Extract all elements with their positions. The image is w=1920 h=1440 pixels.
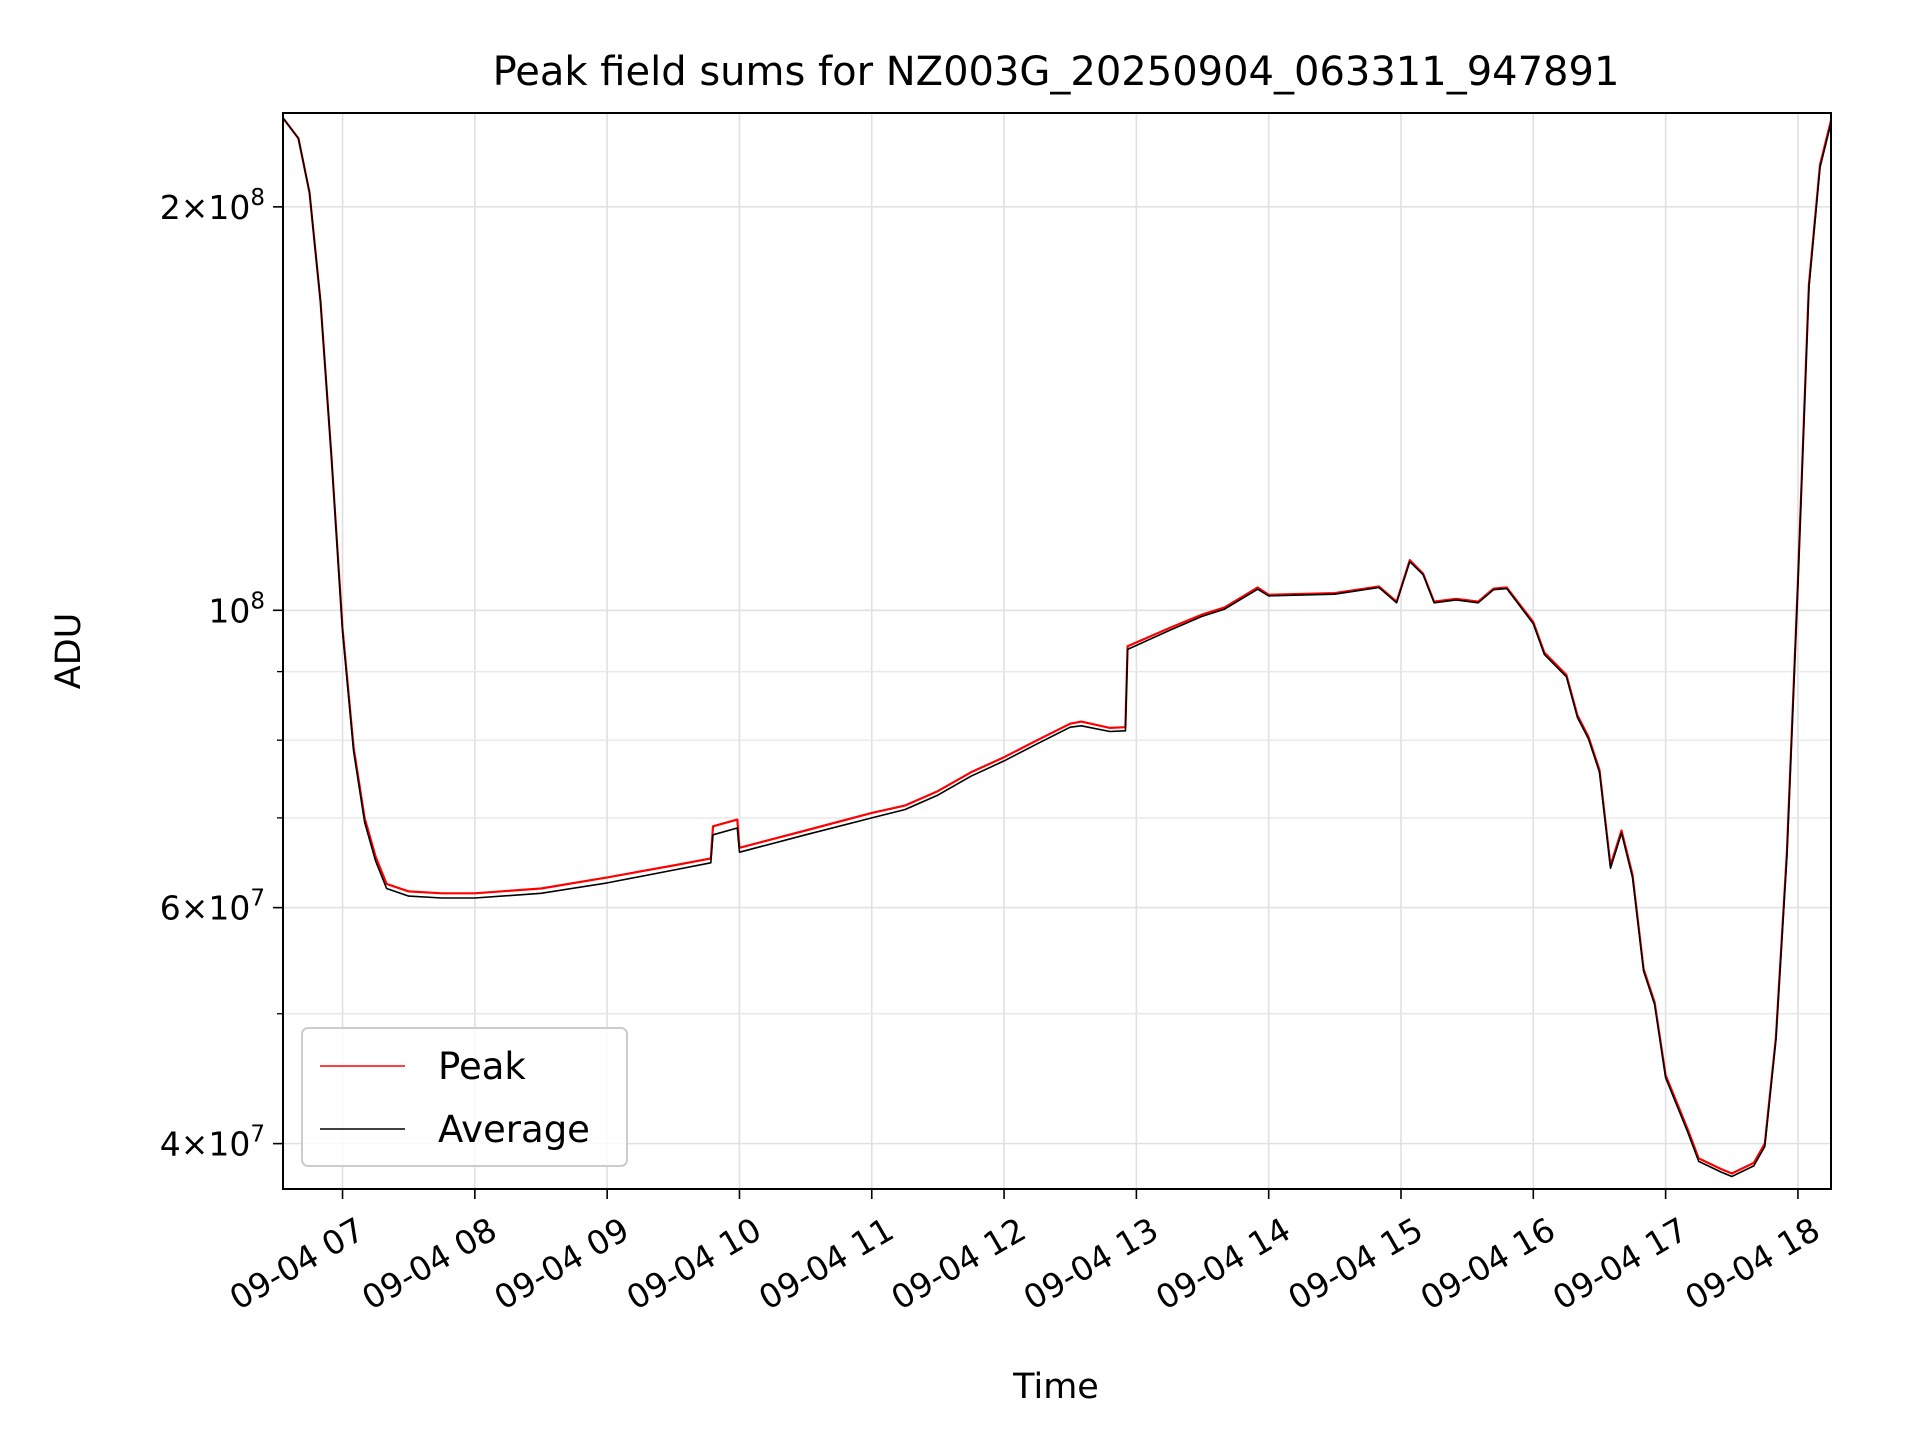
y-tick-label: 6×107 bbox=[160, 886, 265, 928]
legend-label-peak: Peak bbox=[438, 1045, 526, 1088]
legend: Peak Average bbox=[301, 1027, 628, 1167]
y-tick-label: 108 bbox=[208, 588, 265, 630]
series-group bbox=[282, 117, 1833, 1178]
x-axis-label: Time bbox=[1012, 1367, 1099, 1407]
y-axis-label: ADU bbox=[49, 613, 89, 690]
series-line-peak bbox=[282, 117, 1833, 1175]
y-tick-label: 2×108 bbox=[160, 185, 265, 227]
gridlines bbox=[283, 113, 1831, 1189]
chart-title: Peak field sums for NZ003G_20250904_0633… bbox=[493, 49, 1620, 95]
y-axis: 2×108 108 6×107 4×107 bbox=[160, 185, 283, 1164]
legend-label-average: Average bbox=[438, 1108, 590, 1151]
plot-frame bbox=[282, 112, 1832, 1190]
y-tick-label: 4×107 bbox=[160, 1122, 265, 1164]
series-line-average bbox=[282, 117, 1832, 1178]
legend-box bbox=[301, 1027, 628, 1167]
